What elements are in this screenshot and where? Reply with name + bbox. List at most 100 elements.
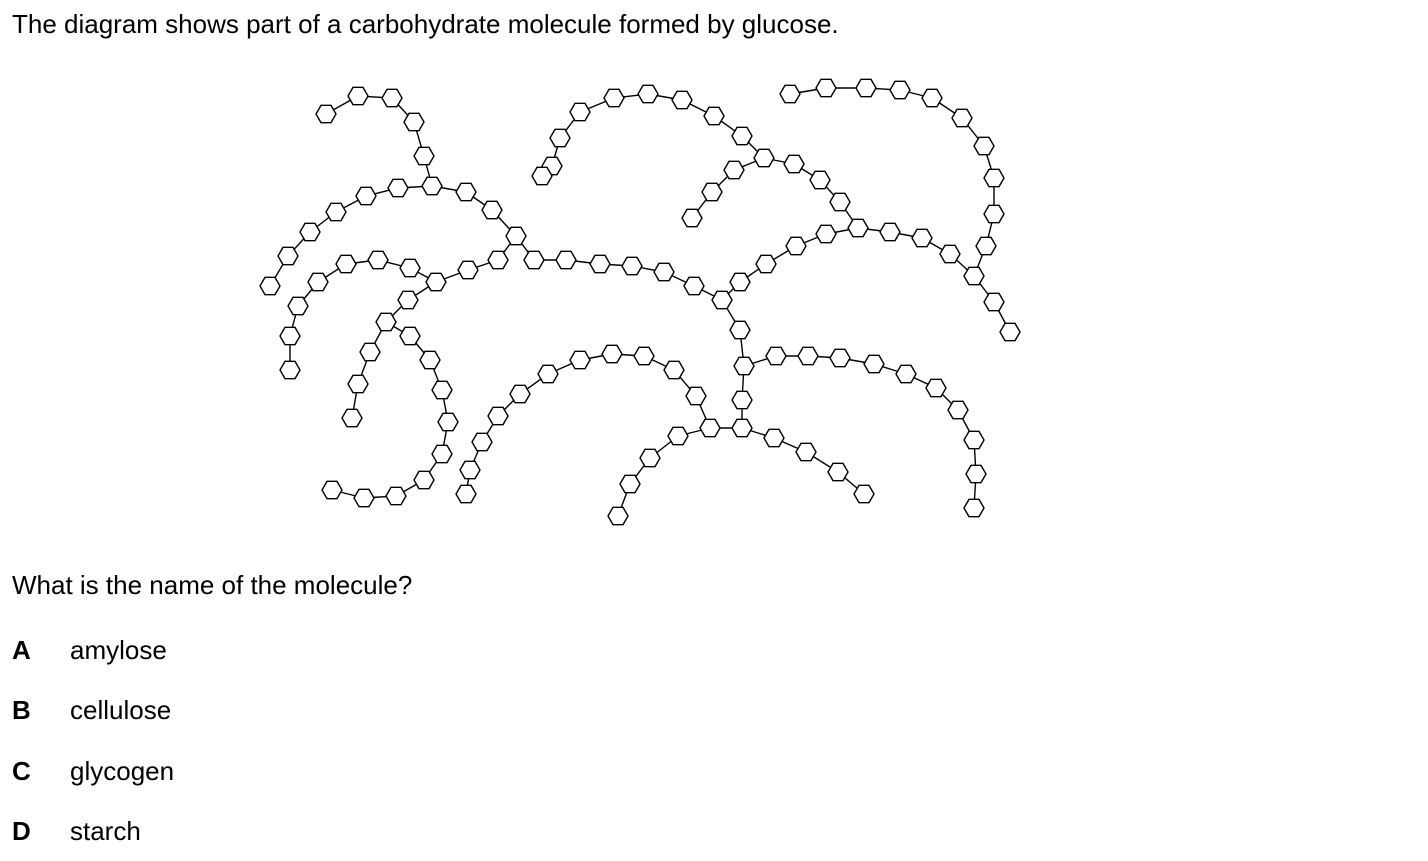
glucose-ring (537, 364, 559, 384)
glucose-ring (797, 346, 819, 366)
option-letter: C (12, 756, 31, 786)
glucose-ring (321, 480, 343, 500)
glucose-ring (457, 260, 479, 280)
glucose-ring (753, 148, 775, 168)
question-intro: The diagram shows part of a carbohydrate… (12, 9, 839, 39)
glucose-ring (785, 236, 807, 256)
glucose-ring (455, 484, 477, 504)
glucose-ring (685, 386, 707, 406)
glucose-ring (921, 88, 943, 108)
glucose-ring (335, 254, 357, 274)
glucose-ring (279, 360, 301, 380)
glucose-ring (947, 400, 969, 420)
glucose-ring (459, 460, 481, 480)
glucose-ring (765, 346, 787, 366)
glucose-ring (347, 86, 369, 106)
glucose-ring (667, 426, 689, 446)
glucose-ring (795, 442, 817, 462)
question-prompt: What is the name of the molecule? (12, 570, 413, 600)
glucose-ring (341, 408, 363, 428)
glucose-ring (699, 418, 721, 438)
glucose-ring (523, 250, 545, 270)
glucose-ring (729, 320, 751, 340)
glucose-ring (509, 384, 531, 404)
glucose-ring (385, 486, 407, 506)
glucose-ring (325, 202, 347, 222)
glucose-ring (431, 380, 453, 400)
glucose-ring (963, 266, 985, 286)
glucose-ring (729, 272, 751, 292)
glucose-ring (589, 254, 611, 274)
glucose-ring (973, 136, 995, 156)
option-letter: A (12, 635, 31, 665)
glucose-ring (353, 488, 375, 508)
glucose-ring (381, 88, 403, 108)
glucose-ring (963, 498, 985, 518)
glucose-ring (259, 276, 281, 296)
glucose-ring (701, 182, 723, 202)
glucose-ring (601, 344, 623, 364)
glucose-ring (315, 104, 337, 124)
glucose-ring (279, 326, 301, 346)
glucose-ring (723, 160, 745, 180)
option-text: starch (70, 816, 141, 846)
glucose-ring (569, 102, 591, 122)
glucose-ring (403, 112, 425, 132)
glucose-ring (755, 254, 777, 274)
glucose-ring (299, 222, 321, 242)
glucose-ring (731, 390, 753, 410)
glucose-ring (621, 256, 643, 276)
glucose-ring (637, 84, 659, 104)
glucose-ring (711, 290, 733, 310)
glucose-ring (481, 200, 503, 220)
glucose-ring (895, 364, 917, 384)
glucose-ring (359, 342, 381, 362)
glucose-ring (531, 166, 553, 186)
glucose-ring (779, 84, 801, 104)
glucose-ring (397, 290, 419, 310)
glucose-ring (413, 470, 435, 490)
glucose-ring (555, 250, 577, 270)
glucose-ring (455, 182, 477, 202)
glucose-ring (683, 276, 705, 296)
glucose-ring (619, 474, 641, 494)
glucose-ring (965, 464, 987, 484)
glucose-ring (879, 222, 901, 242)
glucose-ring (277, 246, 299, 266)
glucose-ring (855, 78, 877, 98)
glucose-ring (983, 168, 1005, 188)
glucose-ring (549, 128, 571, 148)
glucose-ring (925, 378, 947, 398)
glucose-ring (413, 146, 435, 166)
glucose-ring (731, 126, 753, 146)
glucose-ring (355, 186, 377, 206)
glucose-ring (783, 154, 805, 174)
glucose-ring (827, 462, 849, 482)
glucose-ring (853, 484, 875, 504)
glucose-ring (421, 176, 443, 196)
glucose-ring (307, 272, 329, 292)
glucose-ring (863, 354, 885, 374)
glucose-ring (419, 350, 441, 370)
glucose-ring (815, 78, 837, 98)
glucose-ring (505, 226, 527, 246)
glucose-ring (375, 312, 397, 332)
glucose-ring (889, 80, 911, 100)
glucose-ring (983, 204, 1005, 224)
glucose-ring (653, 262, 675, 282)
glucose-ring (939, 244, 961, 264)
glucose-ring (829, 348, 851, 368)
glucose-ring (763, 428, 785, 448)
glucose-ring (983, 292, 1005, 312)
option-text: cellulose (70, 695, 172, 725)
option-text: amylose (70, 635, 167, 665)
glucose-ring (425, 272, 447, 292)
glucose-ring (975, 236, 997, 256)
glucose-ring (829, 192, 851, 212)
glucose-ring (437, 412, 459, 432)
glucose-ring (603, 88, 625, 108)
glucose-ring (633, 346, 655, 366)
glucose-ring (911, 228, 933, 248)
glucose-ring (487, 250, 509, 270)
